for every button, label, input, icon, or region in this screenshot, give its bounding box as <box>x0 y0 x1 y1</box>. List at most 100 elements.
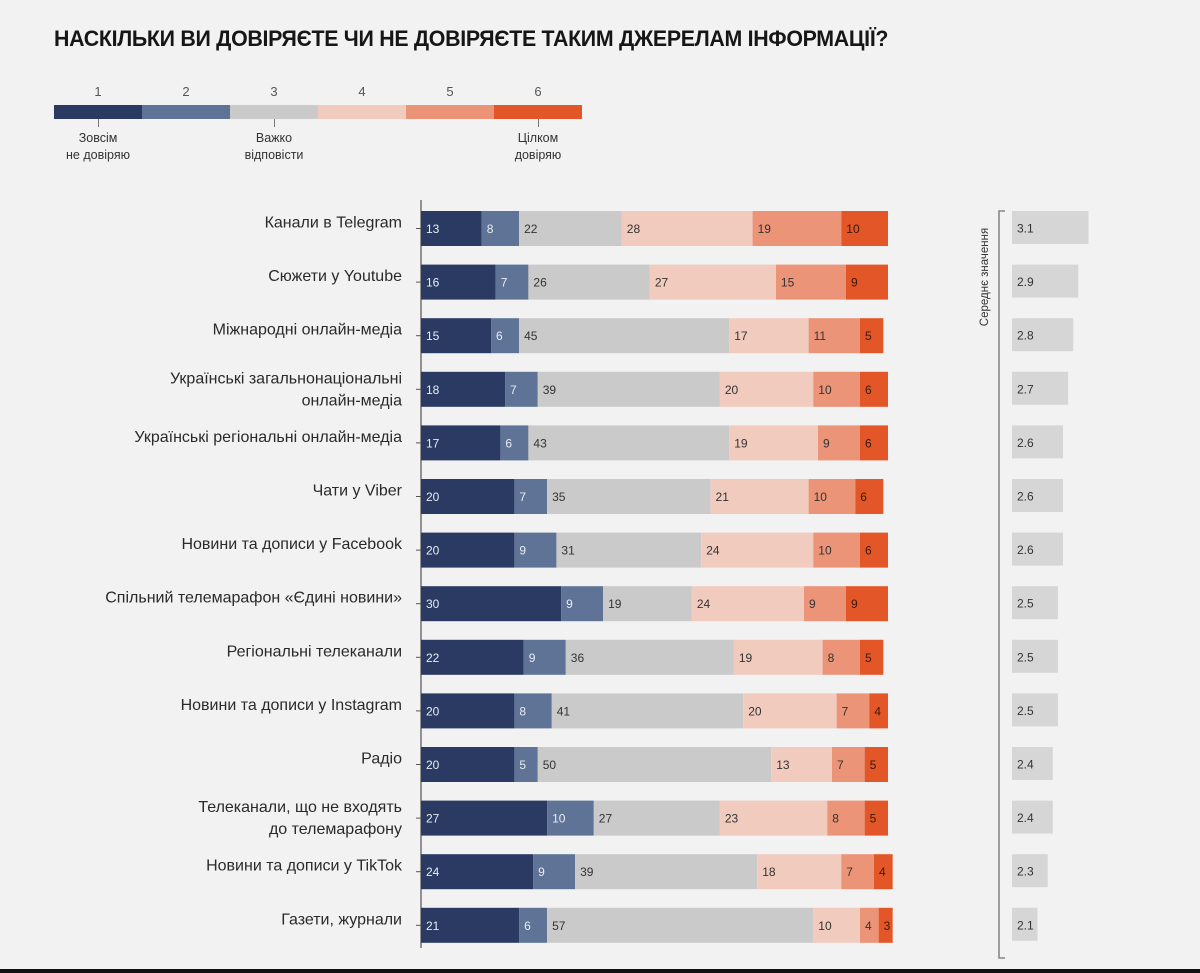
data-label: 9 <box>566 597 573 611</box>
bar-segment-1 <box>421 693 515 729</box>
data-label: 10 <box>814 490 828 504</box>
data-label: 5 <box>870 758 877 772</box>
mean-label: 3.1 <box>1017 222 1034 236</box>
bar-segment-6 <box>841 211 888 246</box>
legend-anchor-label-3: Важко відповісти <box>244 131 304 162</box>
data-label: 20 <box>426 490 440 504</box>
mean-bar <box>1012 264 1079 298</box>
data-label: 17 <box>734 329 748 343</box>
mean-bar <box>1012 854 1048 888</box>
data-label: 43 <box>533 436 547 450</box>
data-label: 6 <box>496 329 503 343</box>
category-label: Канали в Telegram <box>265 215 402 232</box>
bar-segment-1 <box>421 747 515 782</box>
bar-segment-4 <box>743 693 837 729</box>
bar-segment-5 <box>836 693 870 729</box>
data-label: 50 <box>543 758 557 772</box>
data-label: 7 <box>510 383 517 397</box>
data-label: 21 <box>426 919 440 933</box>
mean-bar <box>1012 211 1089 244</box>
bar-segment-5 <box>808 479 856 514</box>
bar-segment-3 <box>528 425 730 461</box>
data-label: 19 <box>739 651 753 665</box>
bar-segment-2 <box>514 693 552 729</box>
data-label: 9 <box>851 597 858 611</box>
bar-segment-2 <box>533 854 576 890</box>
bar-segment-3 <box>556 532 702 568</box>
mean-bar <box>1012 318 1074 352</box>
category-label: Міжнародні онлайн-медіа <box>213 322 402 339</box>
data-label: 7 <box>846 865 853 879</box>
mean-bar <box>1012 371 1069 405</box>
data-label: 6 <box>505 436 512 450</box>
data-label: 4 <box>874 704 881 718</box>
bar-segment-6 <box>869 693 888 729</box>
bar-segment-4 <box>719 371 814 407</box>
data-label: 9 <box>851 276 858 290</box>
bar-segment-3 <box>528 264 650 300</box>
data-label: 4 <box>865 919 872 933</box>
mean-bar <box>1012 639 1058 673</box>
data-label: 24 <box>697 597 711 611</box>
data-label: 30 <box>426 597 440 611</box>
bar-segment-3 <box>537 371 720 407</box>
data-label: 7 <box>501 276 508 290</box>
data-label: 6 <box>865 383 872 397</box>
legend-anchor-tick <box>274 119 275 127</box>
legend-level-4: 4 <box>358 84 366 99</box>
category-label: Газети, журнали <box>281 911 402 928</box>
bar-segment-6 <box>859 425 888 461</box>
data-label: 4 <box>879 865 886 879</box>
legend-level-3: 3 <box>270 84 278 99</box>
data-label: 19 <box>758 222 772 236</box>
data-label: 15 <box>781 276 795 290</box>
data-label: 6 <box>865 544 872 558</box>
bar-segment-6 <box>859 639 884 675</box>
category-label: Радіо <box>361 751 402 768</box>
bar-segment-4 <box>710 479 809 514</box>
bar-segment-5 <box>859 907 879 943</box>
mean-label: 2.6 <box>1017 490 1034 504</box>
data-label: 5 <box>865 651 872 665</box>
data-label: 20 <box>748 704 762 718</box>
bar-segment-5 <box>803 586 846 622</box>
category-label: Регіональні телеканали <box>227 643 402 660</box>
data-label: 5 <box>865 329 872 343</box>
data-label: 11 <box>814 329 827 343</box>
legend-anchor-tick <box>98 119 99 127</box>
mean-label: 2.7 <box>1017 382 1034 396</box>
bar-segment-6 <box>859 371 888 407</box>
bar-segment-5 <box>813 371 860 407</box>
legend-anchor-tick <box>538 119 539 127</box>
mean-bar <box>1012 693 1058 727</box>
data-label: 20 <box>426 544 440 558</box>
bar-segment-4 <box>771 747 832 782</box>
bar-segment-4 <box>757 854 842 890</box>
mean-label: 2.6 <box>1017 543 1034 557</box>
data-label: 9 <box>809 597 816 611</box>
legend-swatch-3 <box>230 105 318 119</box>
bar-segment-6 <box>845 264 888 300</box>
bar-segment-6 <box>864 800 888 836</box>
data-label: 7 <box>837 758 844 772</box>
bar-segment-5 <box>831 747 865 782</box>
data-label: 20 <box>725 383 739 397</box>
mean-bar <box>1012 532 1063 566</box>
bar-segment-1 <box>421 639 524 675</box>
data-label: 13 <box>776 758 790 772</box>
bar-segment-2 <box>495 264 529 300</box>
data-label: 35 <box>552 490 566 504</box>
bar-segment-6 <box>859 532 888 568</box>
bar-segment-6 <box>859 318 884 354</box>
data-label: 7 <box>842 704 849 718</box>
bar-segment-1 <box>421 479 515 514</box>
bar-segment-5 <box>752 211 842 246</box>
bar-segment-2 <box>547 800 594 836</box>
bar-segment-4 <box>691 586 804 622</box>
data-label: 19 <box>734 436 748 450</box>
mean-label: 2.1 <box>1017 918 1034 932</box>
mean-bracket <box>998 210 1005 959</box>
data-label: 10 <box>818 383 832 397</box>
category-label: Сюжети у Youtube <box>268 268 402 285</box>
data-label: 22 <box>426 651 440 665</box>
